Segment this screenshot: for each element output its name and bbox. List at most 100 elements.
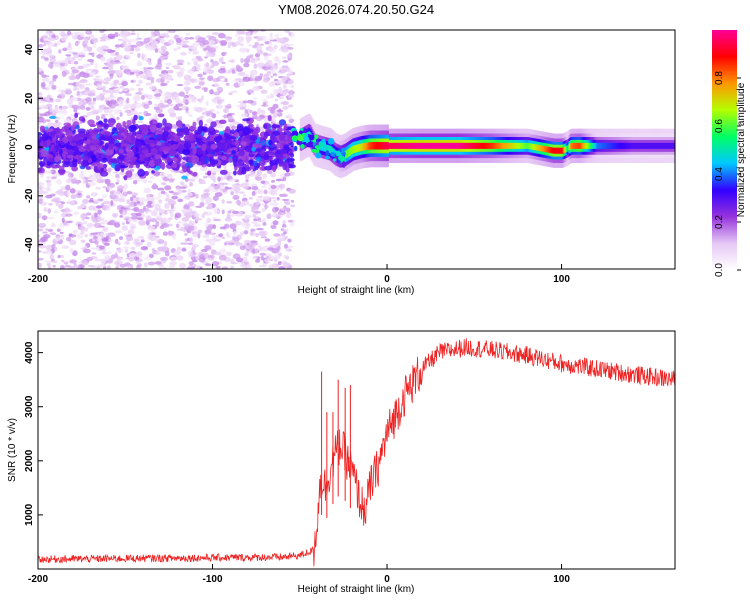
heatmap-cell <box>187 178 196 182</box>
heatmap-cell <box>106 251 112 255</box>
heatmap-cell <box>116 135 124 140</box>
heatmap-cell <box>123 232 128 237</box>
heatmap-cell <box>248 44 252 47</box>
heatmap-cell <box>190 266 196 269</box>
heatmap-cell <box>111 61 118 65</box>
heatmap-cell <box>40 104 48 110</box>
heatmap-cell <box>231 149 236 155</box>
heatmap-cell <box>39 213 43 217</box>
heatmap-cell <box>288 135 293 144</box>
heatmap-cell <box>121 80 129 87</box>
heatmap-cell <box>49 80 55 86</box>
heatmap-cell <box>180 51 187 56</box>
heatmap-cell <box>65 213 73 217</box>
heatmap-cell <box>256 36 261 42</box>
heatmap-cell <box>273 65 279 71</box>
heatmap-cell <box>135 102 143 109</box>
heatmap-cell <box>223 223 230 229</box>
heatmap-cell <box>234 139 239 147</box>
heatmap-cell <box>42 231 48 234</box>
heatmap-cell <box>115 54 123 61</box>
heatmap-cell <box>116 185 125 191</box>
heatmap-cell <box>153 103 160 106</box>
heatmap-cell <box>160 82 168 86</box>
heatmap-cell <box>40 81 46 88</box>
heatmap-cell <box>54 210 58 214</box>
heatmap-cell <box>139 124 149 132</box>
heatmap-cell <box>90 192 98 197</box>
heatmap-cell <box>203 188 210 193</box>
heatmap-cell <box>56 40 61 46</box>
heatmap-cell <box>118 38 123 41</box>
heatmap-cell <box>188 113 193 117</box>
heatmap-cell <box>273 44 278 49</box>
heatmap-cell <box>267 38 275 41</box>
chart-title: YM08.2026.074.20.50.G24 <box>278 2 434 17</box>
heatmap-cell <box>287 219 293 223</box>
heatmap-cell <box>217 99 223 105</box>
heatmap-cell <box>173 64 181 68</box>
heatmap-cell <box>222 191 228 194</box>
heatmap-cell <box>225 232 230 237</box>
heatmap-cell <box>242 100 248 104</box>
heatmap-cell <box>136 33 140 38</box>
heatmap-cell <box>69 248 74 253</box>
heatmap-cell <box>54 236 62 242</box>
heatmap-cell <box>123 65 130 70</box>
heatmap-cell <box>77 265 82 269</box>
heatmap-cell <box>199 165 208 172</box>
heatmap-cell <box>261 207 266 212</box>
heatmap-cell <box>135 256 140 261</box>
heatmap-cell <box>83 248 91 254</box>
heatmap-cell <box>242 127 251 135</box>
heatmap-cell <box>47 45 51 52</box>
heatmap-cell <box>212 149 220 153</box>
heatmap-cell <box>203 211 208 215</box>
heatmap-cell <box>164 250 170 257</box>
heatmap-cell <box>161 126 170 132</box>
heatmap-cell <box>85 129 91 138</box>
heatmap-cell <box>210 143 217 150</box>
heatmap-cell <box>281 193 289 198</box>
heatmap-cell <box>169 107 174 110</box>
heatmap-cell <box>130 246 136 250</box>
heatmap-cell <box>146 203 152 208</box>
heatmap-cell <box>215 265 221 269</box>
heatmap-cell <box>85 97 92 102</box>
heatmap-cell <box>241 119 246 126</box>
heatmap-cell <box>278 93 284 97</box>
heatmap-cell <box>226 103 231 110</box>
heatmap-cell <box>244 222 251 227</box>
heatmap-cell <box>151 170 155 174</box>
heatmap-cell <box>277 240 282 247</box>
heatmap-cell <box>251 185 259 191</box>
heatmap-cell <box>80 203 85 207</box>
heatmap-cell <box>187 188 191 194</box>
heatmap-cell <box>108 144 114 150</box>
heatmap-cell <box>45 250 53 255</box>
heatmap-cell <box>229 223 237 230</box>
heatmap-cell <box>253 63 258 69</box>
heatmap-cell <box>82 198 89 205</box>
heatmap-cell <box>87 119 95 126</box>
heatmap-cell <box>148 73 153 79</box>
heatmap-cell <box>126 97 130 104</box>
heatmap-cell <box>282 83 287 89</box>
heatmap-cell <box>67 82 75 86</box>
heatmap-cell <box>108 238 113 242</box>
heatmap-cell <box>135 266 142 269</box>
heatmap-cell <box>58 148 63 154</box>
heatmap-cell <box>208 35 217 42</box>
heatmap-cell <box>198 256 206 263</box>
heatmap-cell <box>70 124 76 131</box>
heatmap-cell <box>181 105 187 110</box>
heatmap-cell <box>58 203 64 209</box>
heatmap-cell <box>71 34 77 39</box>
heatmap-cell <box>126 190 133 195</box>
heatmap-signal-track <box>290 113 675 178</box>
heatmap-cell <box>278 133 286 141</box>
heatmap-cell <box>190 96 198 101</box>
heatmap-cell <box>179 129 185 133</box>
heatmap-cell <box>149 176 155 179</box>
